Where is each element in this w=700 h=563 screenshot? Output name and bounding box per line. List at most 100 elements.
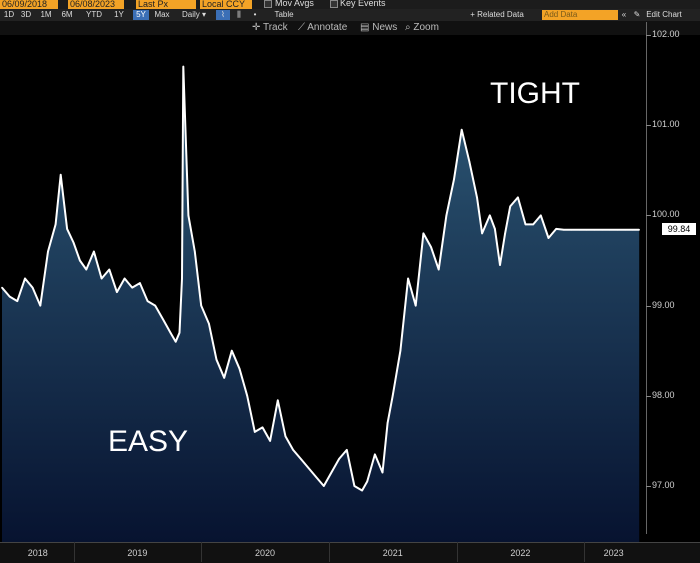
collapse-icon[interactable]: «: [621, 10, 627, 19]
data-point: [123, 277, 126, 280]
period-1d[interactable]: 1D: [3, 10, 15, 19]
y-tick-label: 102.00: [652, 29, 680, 39]
more-icon[interactable]: •: [253, 10, 257, 19]
data-point: [238, 367, 241, 370]
track-label: Track: [262, 22, 288, 33]
data-point: [468, 160, 471, 163]
news-icon: ▤: [360, 22, 373, 33]
data-point: [79, 259, 81, 262]
data-point: [481, 232, 483, 235]
data-point: [1, 286, 3, 289]
data-point: [100, 277, 103, 280]
data-point: [601, 229, 603, 231]
data-point: [139, 282, 141, 284]
track-tool[interactable]: ✛ Track: [252, 21, 288, 35]
x-tick-label: 2021: [382, 548, 403, 558]
data-point: [169, 331, 172, 334]
data-point: [8, 295, 11, 298]
edit-chart-icon[interactable]: ✎: [633, 10, 641, 19]
mov-avgs-checkbox[interactable]: [264, 0, 272, 8]
data-point: [586, 229, 588, 231]
data-point: [174, 340, 177, 343]
key-events-checkbox[interactable]: [330, 0, 338, 8]
data-point: [460, 128, 463, 131]
data-point: [231, 349, 233, 352]
data-point: [323, 485, 325, 487]
data-point: [517, 196, 519, 199]
data-point: [578, 229, 580, 231]
easy-annotation: EASY: [108, 425, 189, 458]
x-year-separator: [584, 542, 586, 562]
price-chart[interactable]: [0, 35, 646, 542]
mov-avgs-label: Mov Avgs: [275, 0, 314, 8]
news-tool[interactable]: ▤ News: [360, 21, 397, 35]
y-tick-mark: [646, 35, 651, 36]
period-6m[interactable]: 6M: [61, 10, 73, 19]
x-axis: [0, 542, 700, 563]
y-tick-mark: [646, 486, 651, 487]
data-point: [254, 431, 256, 433]
y-axis: [646, 22, 700, 534]
data-point: [116, 291, 118, 293]
data-point: [307, 467, 310, 469]
data-point: [300, 458, 302, 460]
data-point: [399, 349, 402, 352]
crosshair-icon: ✛: [252, 22, 263, 33]
add-data-input[interactable]: Add Data: [542, 10, 618, 20]
period-ytd[interactable]: YTD: [86, 10, 102, 19]
y-tick-mark: [646, 215, 651, 217]
data-point: [555, 228, 557, 230]
data-point: [524, 223, 527, 226]
data-point: [131, 286, 133, 289]
table-button[interactable]: Table: [274, 10, 294, 19]
zoom-tool[interactable]: ⌕ Zoom: [405, 21, 439, 35]
data-point: [361, 489, 363, 492]
data-point: [509, 205, 512, 208]
data-point: [422, 232, 425, 235]
data-point: [261, 426, 264, 429]
data-point: [146, 300, 149, 302]
edit-chart-button[interactable]: Edit Chart: [646, 10, 682, 19]
line-chart-icon[interactable]: ⌇: [216, 10, 230, 20]
x-year-separator: [73, 542, 75, 562]
period-1m[interactable]: 1M: [40, 10, 52, 19]
annotate-label: Annotate: [307, 22, 348, 33]
frequency-select[interactable]: Daily ▾: [178, 10, 210, 20]
end-date-field[interactable]: 06/08/2023: [68, 0, 124, 9]
x-year-separator: [456, 542, 458, 562]
currency-select[interactable]: Local CCY: [200, 0, 252, 9]
top-toolbar: 06/09/2018 06/08/2023 Last Px Local CCY …: [0, 0, 700, 9]
data-point: [31, 286, 34, 289]
magnifier-icon: ⌕: [405, 22, 414, 33]
y-tick-mark: [646, 305, 651, 307]
y-tick-label: 101.00: [652, 119, 680, 130]
period-1y[interactable]: 1Y: [114, 10, 124, 19]
period-3d[interactable]: 3D: [20, 10, 32, 19]
data-point: [154, 304, 156, 307]
data-point: [453, 178, 455, 181]
y-tick-mark: [646, 125, 651, 127]
data-point: [407, 277, 409, 280]
data-point: [284, 435, 287, 438]
related-data-button[interactable]: + Related Data: [470, 10, 524, 19]
data-point: [54, 223, 57, 226]
x-year-separator: [328, 542, 330, 562]
bar-chart-icon[interactable]: ⫼: [237, 10, 241, 19]
data-point: [93, 250, 95, 253]
data-point: [330, 471, 333, 474]
tight-annotation: TIGHT: [490, 77, 580, 110]
data-point: [386, 422, 389, 424]
period-5y[interactable]: 5Y: [133, 10, 149, 20]
data-point: [638, 229, 640, 231]
y-tick-mark: [646, 395, 651, 397]
y-tick-label: 98.00: [652, 389, 675, 400]
data-point: [292, 449, 294, 451]
data-point: [194, 250, 196, 253]
data-point: [24, 277, 26, 280]
start-date-field[interactable]: 06/09/2018: [0, 0, 58, 9]
period-max[interactable]: Max: [154, 10, 170, 19]
price-field-select[interactable]: Last Px: [136, 0, 196, 9]
data-point: [108, 268, 111, 271]
zoom-label: Zoom: [413, 22, 439, 33]
annotate-tool[interactable]: ⟋ Annotate: [298, 21, 347, 35]
